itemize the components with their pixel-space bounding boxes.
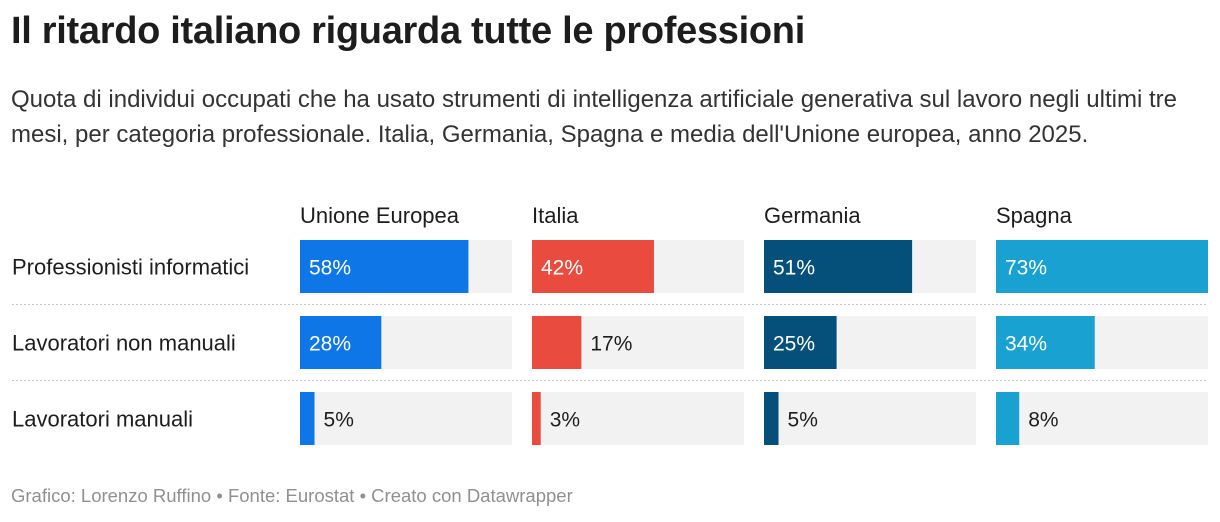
data-label: 3%	[550, 409, 580, 432]
column-header-italia: Italia	[532, 203, 579, 228]
bar-spagna-lavoratori-manuali	[996, 392, 1020, 445]
data-label: 34%	[1005, 333, 1047, 356]
bar-track	[532, 392, 744, 445]
data-label: 5%	[324, 409, 354, 432]
column-header-germania: Germania	[764, 203, 861, 228]
chart-footer: Grafico: Lorenzo Ruffino • Fonte: Eurost…	[11, 485, 573, 506]
chart-title: Il ritardo italiano riguarda tutte le pr…	[11, 10, 805, 52]
row-label-lavoratori-manuali: Lavoratori manuali	[12, 407, 193, 432]
bar-spagna-professionisti-informatici	[996, 240, 1208, 293]
data-label: 5%	[788, 409, 818, 432]
bar-chart: Professionisti informatici Lavoratori non…	[12, 203, 1208, 445]
bar-unione-europea-lavoratori-manuali	[300, 392, 315, 445]
bar-germania-professionisti-informatici	[764, 240, 913, 293]
data-label: 28%	[309, 333, 351, 356]
data-label: 17%	[590, 333, 632, 356]
bar-germania-lavoratori-manuali	[764, 392, 779, 445]
bar-italia-professionisti-informatici	[532, 240, 654, 293]
bar-unione-europea-lavoratori-non-manuali	[300, 316, 382, 369]
column-header-unione-europea: Unione Europea	[300, 203, 460, 228]
row-label-lavoratori-non-manuali: Lavoratori non manuali	[12, 331, 236, 356]
column-header-spagna: Spagna	[996, 203, 1073, 228]
bar-unione-europea-professionisti-informatici	[300, 240, 469, 293]
row-label-professionisti-informatici: Professionisti informatici	[12, 255, 249, 280]
bar-italia-lavoratori-manuali	[532, 392, 541, 445]
bar-track	[300, 392, 512, 445]
chart-subtitle: Quota di individui occupati che ha usato…	[11, 86, 1177, 148]
bar-track	[764, 392, 976, 445]
bar-track	[996, 392, 1208, 445]
data-label: 42%	[541, 257, 583, 280]
bar-germania-lavoratori-non-manuali	[764, 316, 837, 369]
data-label: 73%	[1005, 257, 1047, 280]
bar-spagna-lavoratori-non-manuali	[996, 316, 1095, 369]
data-label: 25%	[773, 333, 815, 356]
data-label: 58%	[309, 257, 351, 280]
data-label: 8%	[1028, 409, 1058, 432]
data-label: 51%	[773, 257, 815, 280]
bar-italia-lavoratori-non-manuali	[532, 316, 582, 369]
